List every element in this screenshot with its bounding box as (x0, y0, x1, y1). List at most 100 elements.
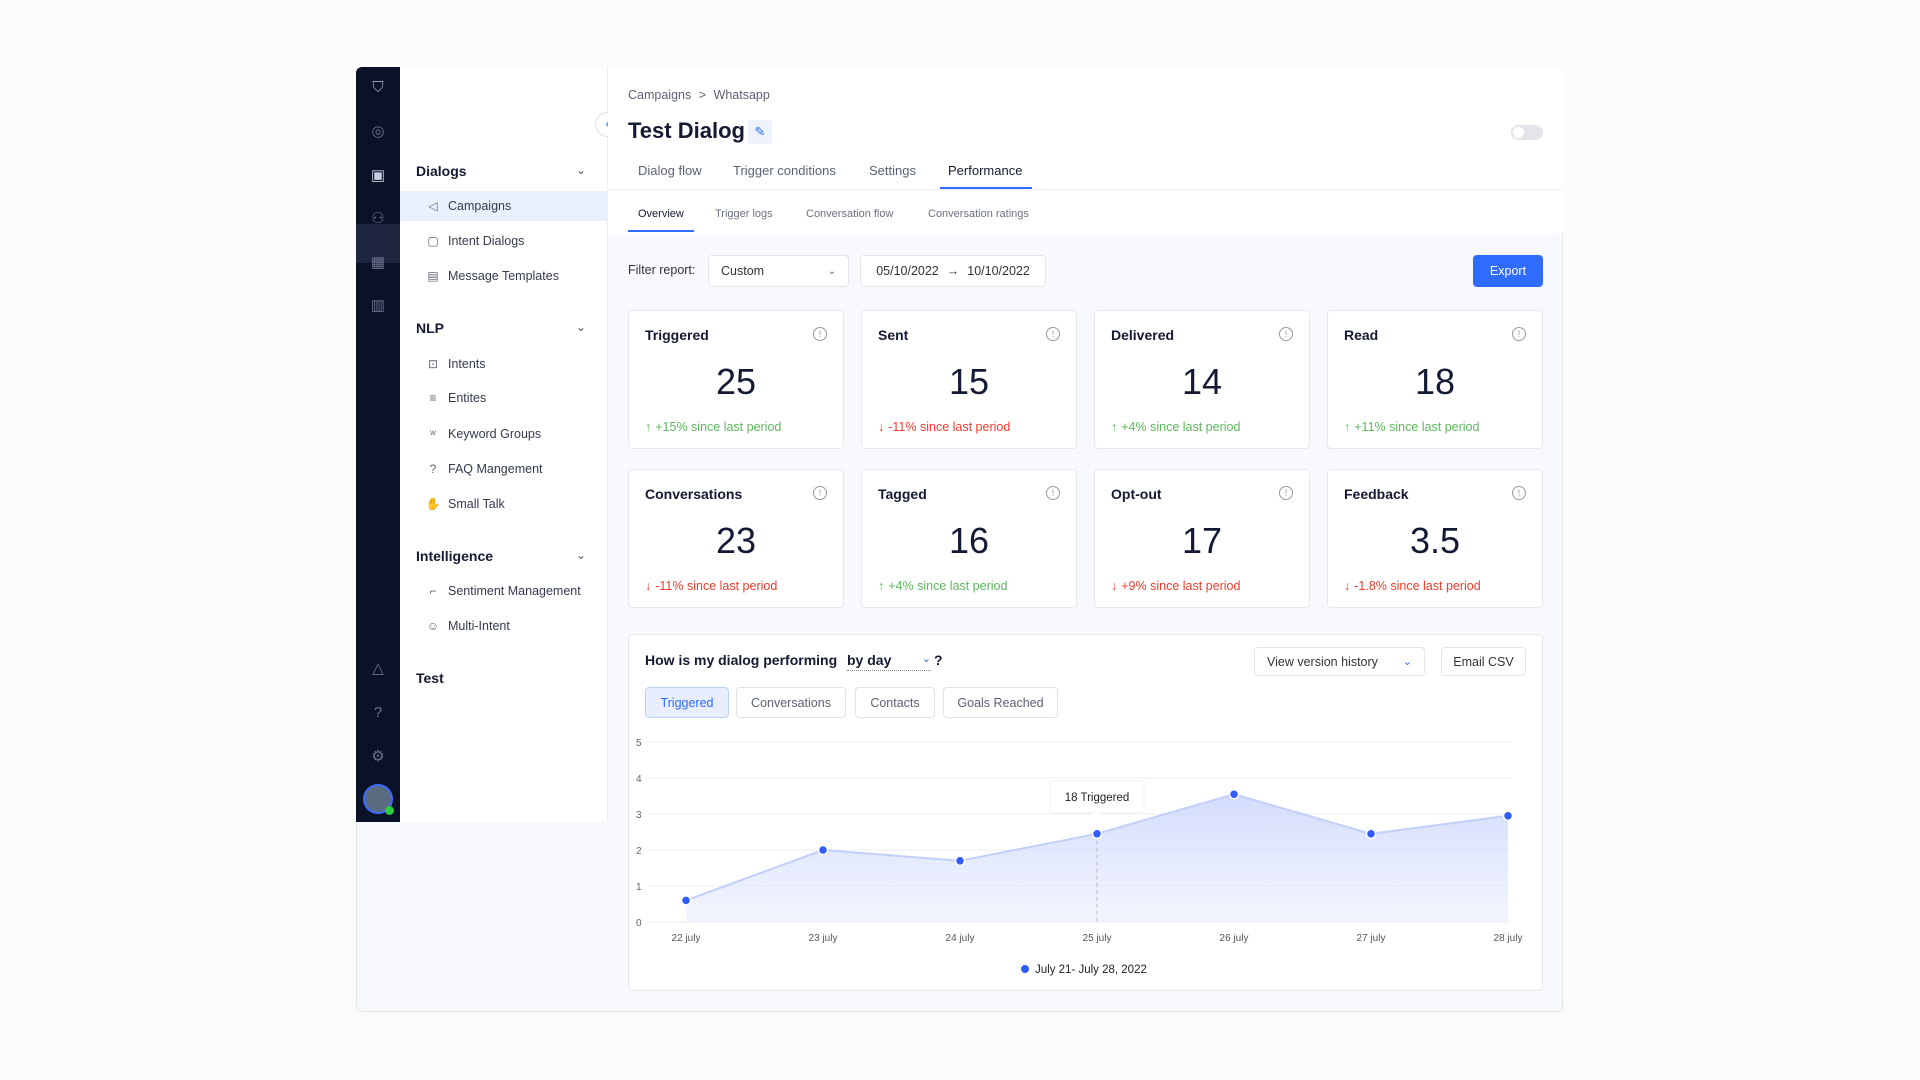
analytics-icon[interactable]: ▥ (370, 297, 386, 314)
info-icon[interactable]: ! (1279, 327, 1293, 341)
metric-change-text: -11% since last period (888, 420, 1011, 434)
status-toggle[interactable] (1511, 125, 1543, 140)
sidebar-item-small-talk[interactable]: ✋ Small Talk (400, 489, 608, 519)
y-tick-label: 4 (636, 774, 642, 785)
sidebar-item-campaigns[interactable]: ◁ Campaigns (400, 191, 608, 221)
help-icon[interactable]: ? (373, 704, 383, 721)
page-title: Test Dialog (628, 118, 745, 143)
period-dropdown[interactable]: by day ⌄ (847, 652, 931, 671)
arrow-down-icon: ↓ (1111, 579, 1118, 593)
data-point[interactable] (954, 855, 966, 867)
users-icon[interactable]: ⚇ (371, 210, 385, 227)
sidebar-item-multi-intent[interactable]: ☺ Multi-Intent (400, 611, 608, 641)
sidebar-item-faq-mangement[interactable]: ? FAQ Mangement (400, 454, 608, 484)
info-icon[interactable]: ! (1046, 327, 1060, 341)
subtab-trigger-logs[interactable]: Trigger logs (715, 208, 773, 220)
chevron-down-icon[interactable]: ⌄ (576, 320, 587, 334)
metric-value: 15 (948, 361, 990, 402)
sidebar-item-label: Small Talk (448, 497, 505, 511)
chevron-down-icon: ⌄ (921, 653, 931, 665)
metric-card-conversations: Conversations! 23 ↓ -11% since last period (628, 469, 844, 608)
sidebar-item-intent-dialogs[interactable]: ▢ Intent Dialogs (400, 226, 608, 256)
subtab-overview[interactable]: Overview (638, 208, 684, 220)
chevron-down-icon[interactable]: ⌄ (576, 548, 587, 562)
data-point[interactable] (1228, 788, 1240, 800)
data-point[interactable] (1502, 810, 1514, 822)
metric-pill-contacts[interactable]: Contacts (855, 687, 935, 718)
breadcrumb-campaigns[interactable]: Campaigns (628, 88, 692, 102)
metric-title: Tagged (878, 486, 927, 502)
metric-change: ↑ +4% since last period (1111, 420, 1240, 434)
arrow-up-icon: ↑ (878, 579, 885, 593)
metric-title: Opt-out (1111, 486, 1162, 502)
filter-preset-value: Custom (721, 264, 765, 278)
metric-card-triggered: Triggered! 25 ↑ +15% since last period (628, 310, 844, 449)
rail-active-highlight (356, 224, 400, 263)
faq-icon: ? (429, 462, 437, 476)
tab-settings[interactable]: Settings (869, 163, 916, 178)
sidebar-section-nlp[interactable]: NLP (416, 320, 444, 336)
info-icon[interactable]: ! (1046, 486, 1060, 500)
chip-icon: ⊡ (427, 357, 439, 371)
tabs-divider (608, 189, 1563, 190)
rocket-icon[interactable]: △ (372, 660, 384, 677)
metric-change-text: -1.8% since last period (1354, 579, 1481, 593)
breadcrumb-whatsapp[interactable]: Whatsapp (713, 88, 770, 102)
data-point[interactable] (1091, 828, 1103, 840)
page-header (608, 67, 1563, 233)
arrow-up-icon: ↑ (1344, 420, 1351, 434)
sidebar-item-sentiment-management[interactable]: ⌐ Sentiment Management (400, 576, 608, 606)
legend-marker (1021, 965, 1029, 973)
data-point[interactable] (817, 844, 829, 856)
subtab-conversation-ratings[interactable]: Conversation ratings (928, 208, 1029, 220)
edit-title-icon[interactable]: ✎ (748, 120, 772, 144)
arrow-up-icon: ↑ (1111, 420, 1118, 434)
info-icon[interactable]: ! (1279, 486, 1293, 500)
data-point[interactable] (1365, 828, 1377, 840)
y-tick-label: 5 (636, 738, 642, 749)
export-button[interactable]: Export (1473, 255, 1543, 287)
tooltip-text: 18 Triggered (1065, 792, 1130, 804)
chevron-down-icon[interactable]: ⌄ (576, 163, 587, 177)
sidebar-item-entites[interactable]: ≡ Entites (400, 383, 608, 413)
info-icon[interactable]: ! (813, 327, 827, 341)
info-icon[interactable]: ! (1512, 486, 1526, 500)
metric-change-text: +4% since last period (888, 579, 1008, 593)
sidebar-section-test[interactable]: Test (416, 670, 444, 686)
sidebar-section-dialogs[interactable]: Dialogs (416, 163, 467, 179)
wave-icon: ✋ (425, 497, 441, 511)
info-icon[interactable]: ! (813, 486, 827, 500)
settings-icon[interactable]: ⚙ (371, 748, 385, 765)
metric-card-tagged: Tagged! 16 ↑ +4% since last period (861, 469, 1077, 608)
sidebar-section-intelligence[interactable]: Intelligence (416, 548, 494, 564)
metric-pill-conversations[interactable]: Conversations (736, 687, 846, 718)
sidebar-item-label: Intent Dialogs (448, 234, 525, 248)
version-history-dropdown[interactable]: View version history ⌄ (1254, 647, 1425, 676)
tab-dialog-flow[interactable]: Dialog flow (638, 163, 702, 178)
x-tick-label: 22 july (672, 933, 701, 944)
tab-performance[interactable]: Performance (948, 163, 1023, 178)
filter-label: Filter report: (628, 263, 696, 277)
tab-trigger-conditions[interactable]: Trigger conditions (733, 163, 836, 178)
y-tick-label: 1 (636, 882, 642, 893)
table-icon[interactable]: ▦ (370, 254, 386, 271)
online-status-dot (385, 806, 394, 815)
metric-pill-triggered[interactable]: Triggered (645, 687, 729, 718)
data-point[interactable] (680, 895, 692, 906)
bot-icon[interactable]: ▣ (370, 167, 386, 184)
legend-label[interactable]: July 21- July 28, 2022 (1035, 964, 1147, 976)
email-csv-button[interactable]: Email CSV (1441, 647, 1526, 676)
performance-question: How is my dialog performing (645, 652, 838, 668)
metric-pill-goals-reached[interactable]: Goals Reached (943, 687, 1058, 718)
info-icon[interactable]: ! (1512, 327, 1526, 341)
sidebar-item-intents[interactable]: ⊡ Intents (400, 349, 608, 379)
metric-change: ↑ +4% since last period (878, 579, 1007, 593)
date-range-picker[interactable]: 05/10/2022 → 10/10/2022 (860, 255, 1046, 287)
arrow-right-icon: → (946, 264, 960, 278)
metric-title: Triggered (645, 327, 709, 343)
sidebar-item-message-templates[interactable]: ▤ Message Templates (400, 261, 608, 291)
filter-preset-dropdown[interactable]: Custom ⌄ (708, 255, 849, 287)
chat-icon[interactable]: ◎ (371, 123, 385, 140)
subtab-conversation-flow[interactable]: Conversation flow (806, 208, 894, 220)
sidebar-item-keyword-groups[interactable]: ʷ Keyword Groups (400, 419, 608, 449)
